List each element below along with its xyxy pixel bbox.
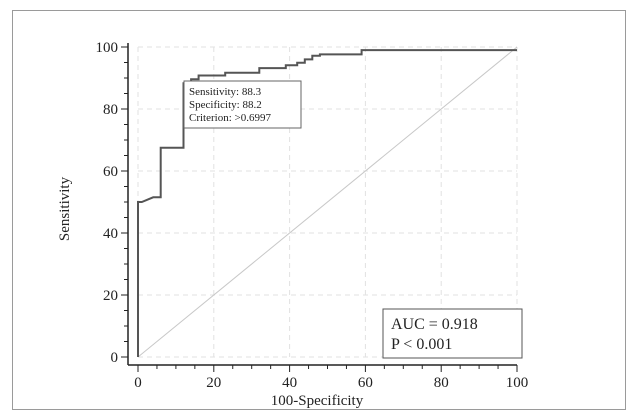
axes (127, 43, 517, 366)
y-tick-label: 20 (103, 288, 118, 304)
x-tick-label: 20 (206, 375, 221, 391)
roc-curve (137, 49, 517, 357)
criterion-sensitivity: Sensitivity: 88.3 (189, 86, 262, 98)
y-tick-label: 100 (96, 40, 119, 56)
x-axis-title: 100-Specificity (271, 393, 364, 409)
y-tick-label: 60 (103, 164, 118, 180)
p-value: P < 0.001 (391, 336, 452, 353)
y-tick-label: 80 (103, 102, 118, 118)
stats-box-frame (382, 308, 523, 359)
x-tick-label: 0 (134, 375, 142, 391)
criterion-threshold: Criterion: >0.6997 (189, 112, 271, 124)
y-tick-label: 0 (111, 350, 119, 366)
stats-box: AUC = 0.918 P < 0.001 (382, 308, 523, 359)
y-axis-title: Sensitivity (57, 176, 73, 241)
roc-chart: 0 20 40 60 80 100 0 20 40 60 80 100 100-Specificity… (57, 40, 529, 409)
reference-diagonal-line (137, 46, 518, 358)
x-tick-label: 80 (434, 375, 449, 391)
x-tick-label: 100 (506, 375, 529, 391)
x-tick-label: 60 (358, 375, 373, 391)
chart-frame: 0 20 40 60 80 100 0 20 40 60 80 100 100-Specificity… (12, 10, 626, 410)
ticks: 0 20 40 60 80 100 0 20 40 60 80 100 (96, 40, 529, 391)
x-tick-label: 40 (282, 375, 297, 391)
auc-value: AUC = 0.918 (391, 316, 478, 333)
criterion-box: Sensitivity: 88.3 Specificity: 88.2 Crit… (183, 80, 302, 129)
y-tick-label: 40 (103, 226, 118, 242)
criterion-specificity: Specificity: 88.2 (189, 99, 262, 111)
criterion-box-frame (183, 80, 302, 129)
